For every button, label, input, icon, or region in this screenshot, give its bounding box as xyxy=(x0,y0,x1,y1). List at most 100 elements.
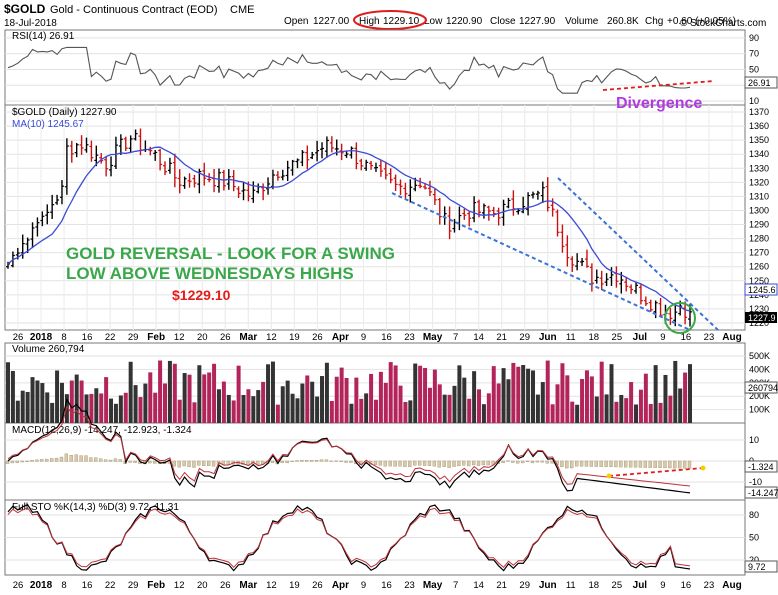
volume-bar-84 xyxy=(418,365,423,423)
macd-hist-136 xyxy=(673,460,677,469)
macd-hist-58 xyxy=(290,460,294,462)
macd-hist-21 xyxy=(108,459,113,462)
sto-d-line xyxy=(7,507,691,569)
volume-tick-1: 400K xyxy=(749,364,770,374)
volume-bar-106 xyxy=(526,368,531,423)
volume-bar-139 xyxy=(688,364,692,423)
macd-hist-23 xyxy=(118,459,122,462)
x-label-top-12: 19 xyxy=(289,332,300,343)
macd-hist-92 xyxy=(457,460,461,467)
volume-bar-5 xyxy=(30,377,35,423)
chg-label: Chg xyxy=(645,16,663,27)
x-label-bottom-12: 19 xyxy=(289,580,300,591)
volume-bar-33 xyxy=(167,360,172,423)
x-label-top-26: 25 xyxy=(612,332,623,343)
x-label-top-21: 21 xyxy=(496,332,507,343)
x-label-top-30: 23 xyxy=(704,332,715,343)
x-label-bottom-22: 29 xyxy=(519,580,530,591)
macd-hist-131 xyxy=(648,460,652,468)
volume-bar-70 xyxy=(349,403,354,423)
macd-hist-5 xyxy=(30,460,34,462)
low-label: Low xyxy=(424,16,443,27)
volume-series xyxy=(6,360,692,423)
x-label-bottom-9: 26 xyxy=(220,580,231,591)
x-label-bottom-21: 21 xyxy=(496,580,507,591)
volume-bar-3 xyxy=(20,390,25,423)
close-value: 1227.90 xyxy=(519,16,556,27)
macd-hist-110 xyxy=(545,460,549,464)
high-highlight-ellipse xyxy=(353,10,427,30)
volume-bar-24 xyxy=(123,392,128,423)
x-label-top-28: 9 xyxy=(660,332,665,343)
volume-bar-17 xyxy=(89,393,94,423)
volume-bar-57 xyxy=(285,380,290,423)
macd-hist-91 xyxy=(452,460,456,467)
sto-tick-2: 20 xyxy=(749,555,759,565)
volume-bar-53 xyxy=(266,364,271,423)
chg-value: +0.60 (+0.05%) xyxy=(667,16,736,27)
x-label-top-0: 26 xyxy=(13,332,24,343)
volume-bar-14 xyxy=(74,374,79,423)
macd-title: MACD(12,26,9) -14.247, -12.923, -1.324 xyxy=(12,425,192,436)
macd-hist-96 xyxy=(476,460,481,466)
volume-bar-11 xyxy=(59,382,64,423)
macd-hist-104 xyxy=(516,460,520,464)
macd-hist-57 xyxy=(285,460,289,464)
volume-bar-103 xyxy=(511,362,516,423)
x-label-bottom-17: 23 xyxy=(404,580,415,591)
macd-hist-48 xyxy=(241,460,245,465)
volume-bar-60 xyxy=(300,383,305,423)
volume-bar-80 xyxy=(398,385,403,423)
volume-bar-8 xyxy=(45,392,50,423)
macd-hist-3 xyxy=(20,460,24,463)
volume-bar-118 xyxy=(584,370,589,423)
volume-bar-1 xyxy=(10,370,15,423)
volume-bar-111 xyxy=(550,404,555,423)
volume-bar-130 xyxy=(643,373,648,423)
macd-hist-49 xyxy=(246,460,250,465)
x-label-top-8: 20 xyxy=(197,332,208,343)
x-axes: 26 2018 8 16 22 29 Feb 12 20 26 Mar 12 19 26 Apr 9 16 23 M… xyxy=(13,332,742,591)
volume-bar-96 xyxy=(477,389,482,423)
macd-hist-26 xyxy=(133,460,137,463)
macd-hist-17 xyxy=(89,457,93,462)
macd-hist-0 xyxy=(5,460,10,464)
x-label-bottom-1: 2018 xyxy=(30,580,53,591)
price-tag-box xyxy=(745,312,777,323)
macd-hist-34 xyxy=(172,460,176,467)
macd-hist-126 xyxy=(624,460,628,468)
macd-hist-127 xyxy=(628,460,633,468)
volume-bar-109 xyxy=(540,382,545,423)
x-label-bottom-8: 20 xyxy=(197,580,208,591)
high-label: High xyxy=(359,16,380,27)
volume-bar-88 xyxy=(437,384,442,423)
volume-bar-59 xyxy=(295,398,300,423)
x-label-bottom-7: 12 xyxy=(174,580,185,591)
x-label-bottom-26: 25 xyxy=(612,580,623,591)
macd-hist-62 xyxy=(310,460,314,462)
x-label-top-11: 12 xyxy=(266,332,277,343)
price-tick-6: 1310 xyxy=(749,191,769,201)
volume-bar-13 xyxy=(69,380,74,423)
volume-bar-93 xyxy=(462,377,467,423)
macd-hist-56 xyxy=(280,460,284,463)
macd-hist-122 xyxy=(604,460,608,467)
volume-bar-72 xyxy=(359,398,364,423)
macd-hist-60 xyxy=(300,459,304,462)
macd-signal-line xyxy=(7,405,691,487)
price-tick-4: 1330 xyxy=(749,163,769,173)
volume-bar-44 xyxy=(221,381,226,423)
x-label-top-29: 16 xyxy=(681,332,692,343)
macd-hist-35 xyxy=(177,460,181,468)
x-label-top-10: Mar xyxy=(239,332,257,343)
volume-bar-7 xyxy=(40,383,45,423)
sto-tick-0: 80 xyxy=(749,510,759,520)
volume-bar-112 xyxy=(555,384,560,423)
macd-hist-128 xyxy=(633,460,638,468)
macd-hist-123 xyxy=(609,460,613,468)
macd-hist-18 xyxy=(94,457,98,462)
volume-bar-81 xyxy=(403,401,408,423)
x-label-bottom-25: 18 xyxy=(589,580,600,591)
volume-bar-58 xyxy=(290,393,295,423)
volume-bar-108 xyxy=(535,394,540,423)
